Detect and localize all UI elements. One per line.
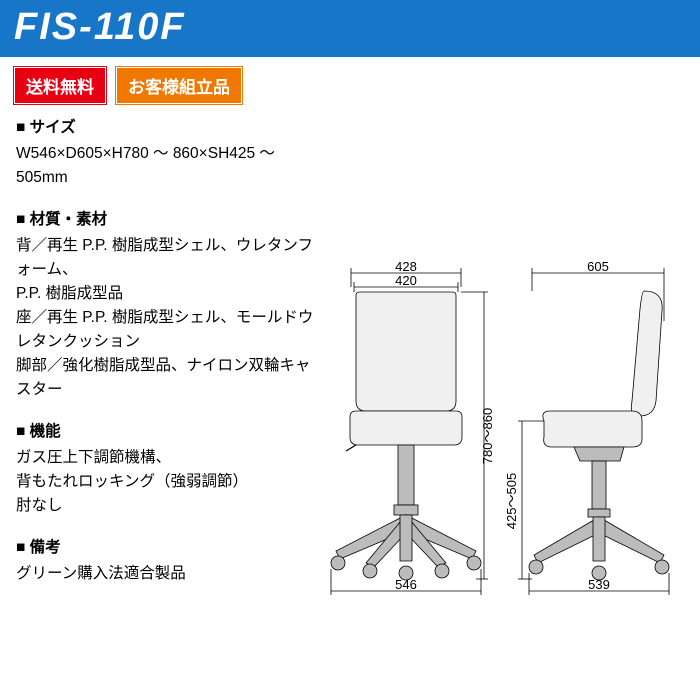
section-function: ■ 機能 ガス圧上下調節機構、 背もたれロッキング（強弱調節） 肘なし bbox=[16, 420, 316, 518]
function-title: ■ 機能 bbox=[16, 420, 316, 444]
function-l1: ガス圧上下調節機構、 bbox=[16, 446, 316, 470]
diagram-row: 428 420 bbox=[316, 261, 684, 601]
product-title: FIS-110F bbox=[14, 6, 186, 48]
section-material: ■ 材質・素材 背／再生 P.P. 樹脂成型シェル、ウレタンフォーム、 P.P.… bbox=[16, 208, 316, 402]
diagram-column: 428 420 bbox=[316, 116, 684, 604]
material-l1: 背／再生 P.P. 樹脂成型シェル、ウレタンフォーム、 bbox=[16, 234, 316, 282]
dim-depth: 605 bbox=[587, 261, 609, 274]
function-l2: 背もたれロッキング（強弱調節） bbox=[16, 470, 316, 494]
front-view-diagram: 428 420 bbox=[316, 261, 496, 601]
dim-height: 780～860 bbox=[480, 408, 495, 464]
dim-base-w: 546 bbox=[395, 577, 417, 592]
section-size: ■ サイズ W546×D605×H780 ～ 860×SH425 ～ 505mm bbox=[16, 116, 316, 190]
badge-free-shipping: 送料無料 bbox=[14, 67, 106, 104]
note-title: ■ 備考 bbox=[16, 536, 316, 560]
badge-assembly: お客様組立品 bbox=[116, 67, 242, 104]
dim-420: 420 bbox=[395, 273, 417, 288]
section-note: ■ 備考 グリーン購入法適合製品 bbox=[16, 536, 316, 586]
material-l3: 座／再生 P.P. 樹脂成型シェル、モールドウレタンクッション bbox=[16, 306, 316, 354]
material-l4: 脚部／強化樹脂成型品、ナイロン双輪キャスター bbox=[16, 354, 316, 402]
function-l3: 肘なし bbox=[16, 494, 316, 518]
product-header: FIS-110F bbox=[0, 0, 700, 57]
dim-base-d: 539 bbox=[588, 577, 610, 592]
material-l2: P.P. 樹脂成型品 bbox=[16, 282, 316, 306]
badge-row: 送料無料 お客様組立品 bbox=[0, 57, 700, 108]
dim-seat-h: 425～505 bbox=[504, 473, 519, 529]
size-title: ■ サイズ bbox=[16, 116, 316, 140]
content-area: ■ サイズ W546×D605×H780 ～ 860×SH425 ～ 505mm… bbox=[0, 108, 700, 604]
material-title: ■ 材質・素材 bbox=[16, 208, 316, 232]
side-view-diagram: 605 bbox=[504, 261, 684, 601]
spec-column: ■ サイズ W546×D605×H780 ～ 860×SH425 ～ 505mm… bbox=[16, 116, 316, 604]
size-body: W546×D605×H780 ～ 860×SH425 ～ 505mm bbox=[16, 142, 316, 190]
note-body: グリーン購入法適合製品 bbox=[16, 562, 316, 586]
